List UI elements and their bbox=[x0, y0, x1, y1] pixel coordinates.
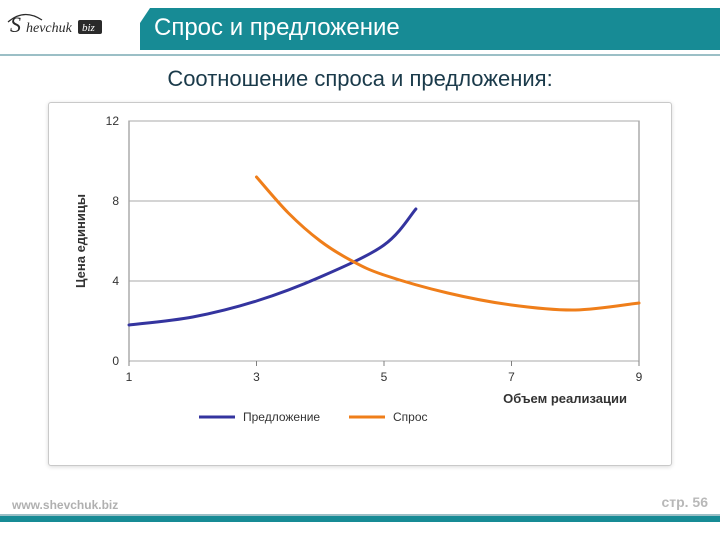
header-diagonal bbox=[122, 8, 150, 50]
svg-text:1: 1 bbox=[126, 370, 133, 384]
svg-text:Объем реализации: Объем реализации bbox=[503, 391, 627, 406]
svg-text:3: 3 bbox=[253, 370, 260, 384]
svg-text:0: 0 bbox=[112, 354, 119, 368]
slide: Спрос и предложение S hevchuk biz Соотно… bbox=[0, 0, 720, 540]
svg-text:5: 5 bbox=[381, 370, 388, 384]
footer-url: www.shevchuk.biz bbox=[12, 498, 118, 512]
slide-title: Спрос и предложение bbox=[154, 14, 400, 42]
slide-subtitle: Соотношение спроса и предложения: bbox=[0, 66, 720, 92]
svg-text:hevchuk: hevchuk bbox=[26, 21, 73, 36]
divider-line bbox=[0, 54, 720, 56]
svg-text:Предложение: Предложение bbox=[243, 410, 320, 424]
page-number: стр. 56 bbox=[661, 494, 708, 510]
svg-text:Спрос: Спрос bbox=[393, 410, 428, 424]
svg-text:Цена единицы: Цена единицы bbox=[73, 194, 88, 288]
svg-text:8: 8 bbox=[112, 194, 119, 208]
company-logo: S hevchuk biz bbox=[6, 10, 126, 50]
footer-bar bbox=[0, 516, 720, 522]
chart-container: 0 4 8 12 1 3 5 7 9 Цена единицы Объем реализации Пр… bbox=[48, 102, 672, 466]
svg-text:12: 12 bbox=[106, 114, 120, 128]
svg-text:7: 7 bbox=[508, 370, 515, 384]
header-band: Спрос и предложение S hevchuk biz bbox=[0, 8, 720, 50]
svg-text:biz: biz bbox=[82, 22, 96, 34]
line-chart: 0 4 8 12 1 3 5 7 9 Цена единицы Объем реализации Пр… bbox=[49, 103, 673, 467]
svg-text:9: 9 bbox=[636, 370, 643, 384]
svg-text:4: 4 bbox=[112, 274, 119, 288]
